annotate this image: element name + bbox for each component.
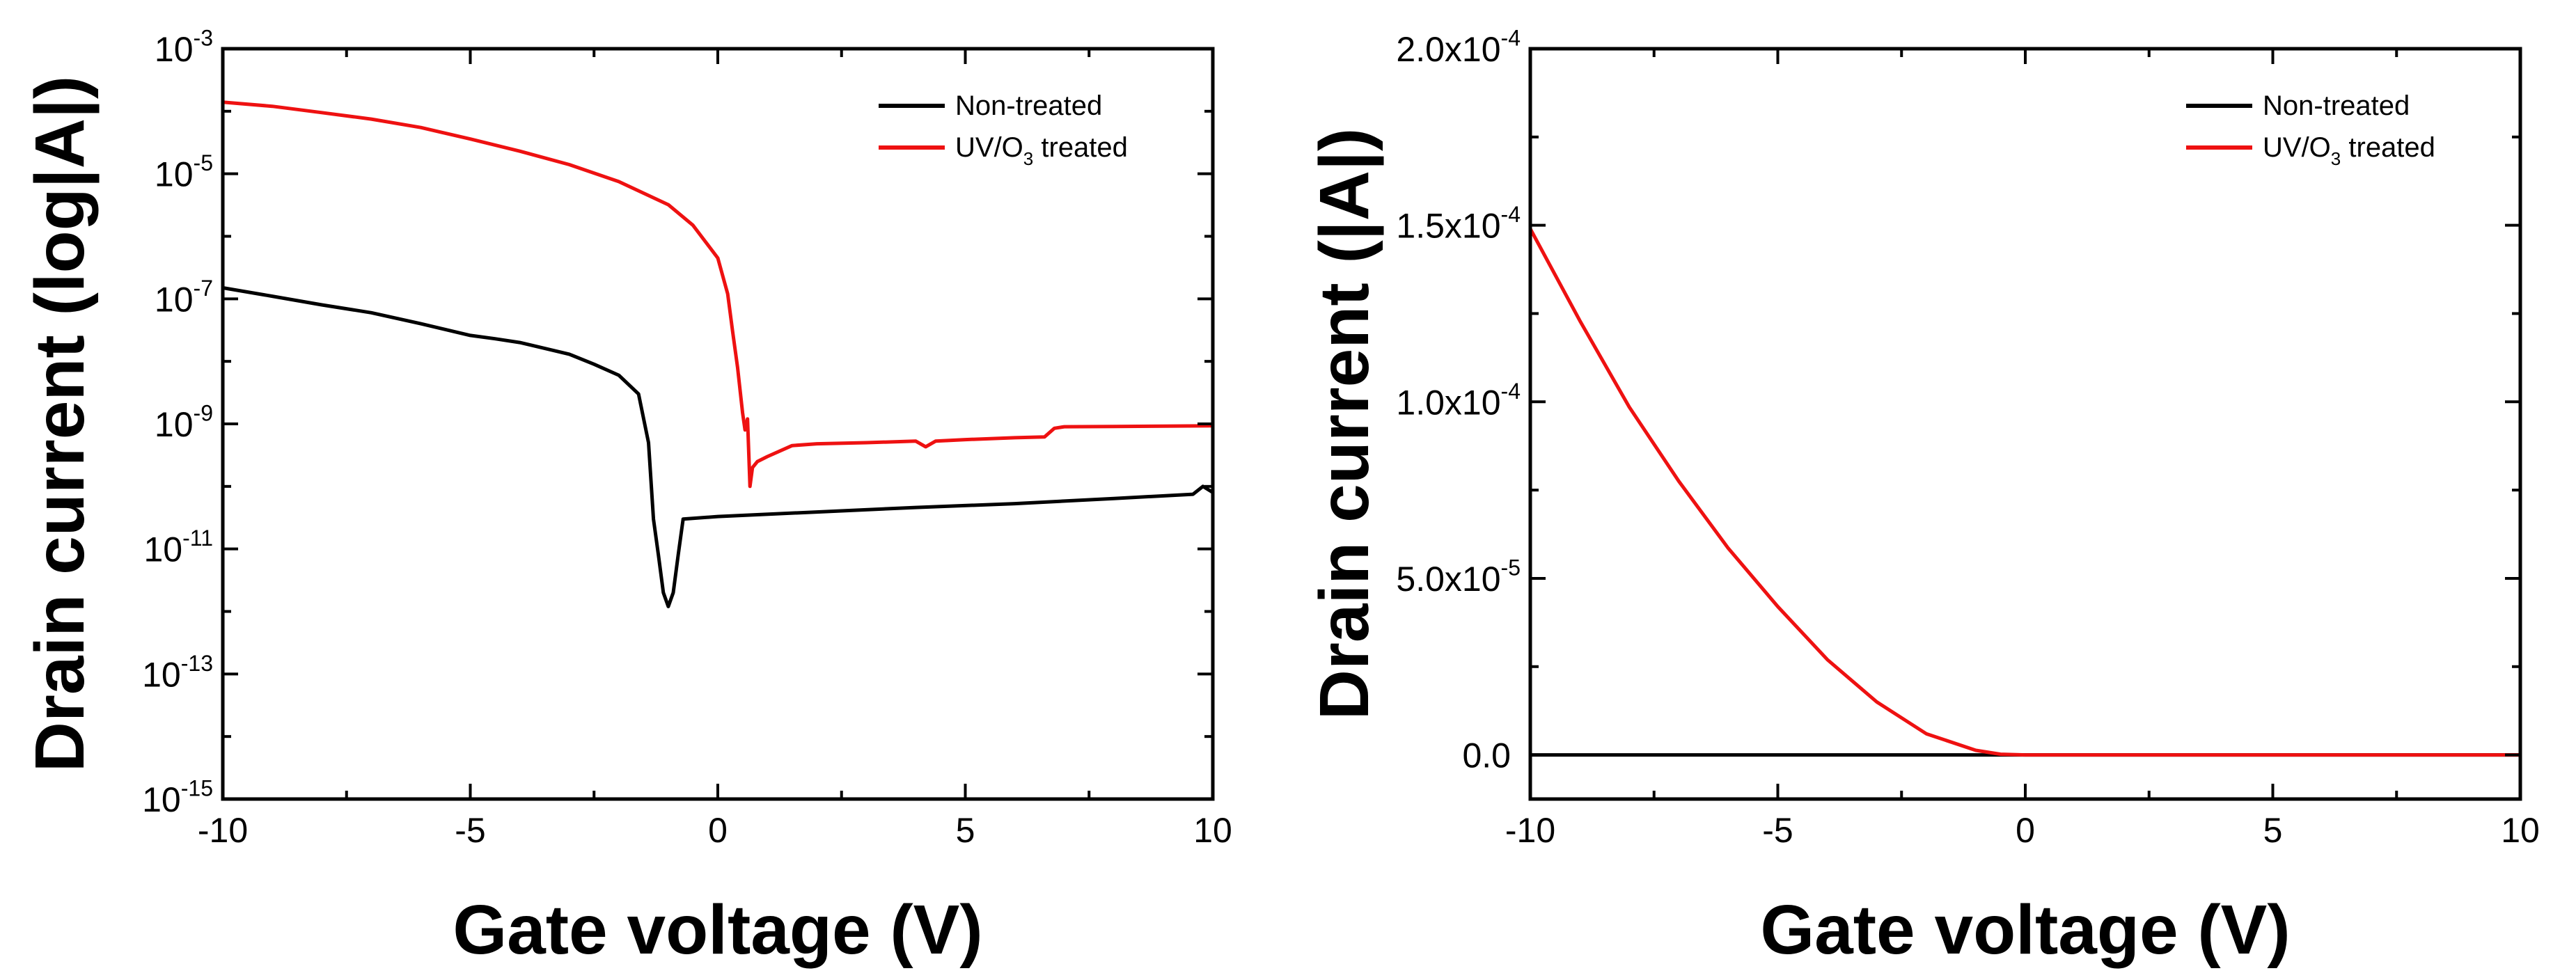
y-tick-label-mantissa: 10	[142, 780, 181, 819]
legend-label-main: UV/O	[2263, 132, 2331, 163]
x-tick-label: -5	[1762, 811, 1793, 850]
y-tick-label: 5.0x10-5	[1396, 555, 1521, 599]
y-tick-label-exponent: -3	[194, 26, 213, 51]
legend-label-tail: treated	[2341, 132, 2435, 163]
y-tick-label-exponent: -5	[1501, 555, 1521, 580]
x-tick-label: 5	[2263, 811, 2283, 850]
y-tick-label: 2.0x10-4	[1396, 26, 1521, 70]
y-tick-label: 10-13	[142, 651, 213, 695]
legend-label: UV/O3 treated	[2263, 132, 2435, 169]
y-tick-label: 10-11	[144, 525, 214, 569]
y-tick-label-mantissa: 5.0x10	[1396, 560, 1500, 599]
x-tick-label: -10	[1505, 811, 1555, 850]
x-tick-label: 10	[2501, 811, 2540, 850]
y-tick-label: 10-7	[155, 276, 213, 319]
y-tick-label: 10-9	[155, 401, 213, 445]
y-axis-title: Drain current (log|A|)	[21, 76, 100, 772]
chart-log-scale: -10 -5 0 5 1010-310-510-710-910-1110-1310-15…	[21, 26, 1232, 970]
legend-label-subscript: 3	[1023, 148, 1033, 169]
y-tick-label-mantissa: 1.0x10	[1396, 383, 1500, 422]
y-tick-label-mantissa: 1.5x10	[1396, 207, 1500, 246]
x-tick-label: 0	[708, 811, 728, 850]
series-line-non-treated	[222, 286, 1214, 608]
y-tick-label-exponent: -4	[1501, 379, 1521, 404]
x-axis-title: Gate voltage (V)	[1760, 891, 2290, 969]
y-tick-label: 1.5x10-4	[1396, 202, 1521, 246]
y-tick-label-exponent: -13	[181, 651, 213, 676]
y-tick-label-exponent: -4	[1501, 26, 1521, 51]
y-tick-label-mantissa: 10	[144, 530, 183, 569]
legend-label: UV/O3 treated	[955, 132, 1128, 169]
legend-label: Non-treated	[2263, 90, 2410, 121]
x-tick-label: 10	[1193, 811, 1232, 850]
y-tick-label-exponent: -5	[194, 150, 213, 175]
chart-linear-scale: -10 -5 0 5 100.05.0x10-51.0x10-41.5x10-42.0x…	[1305, 26, 2540, 970]
y-tick-label-mantissa: 10	[142, 655, 181, 694]
legend-label-main: UV/O	[955, 132, 1023, 163]
y-tick-label-mantissa: 10	[155, 155, 194, 194]
y-tick-label-mantissa: 10	[155, 30, 194, 69]
x-tick-label: 5	[956, 811, 975, 850]
y-tick-label-exponent: -9	[194, 401, 213, 426]
y-tick-label-exponent: -7	[194, 276, 213, 301]
x-axis-title: Gate voltage (V)	[453, 891, 982, 969]
y-tick-label-exponent: -4	[1501, 202, 1521, 227]
x-tick-label: 0	[2016, 811, 2035, 850]
y-tick-label: 1.0x10-4	[1396, 379, 1521, 422]
y-tick-label-mantissa: 10	[155, 280, 194, 319]
legend-label: Non-treated	[955, 90, 1102, 121]
series-line-uv-treated	[1528, 228, 2520, 757]
y-tick-label-mantissa: 2.0x10	[1396, 30, 1500, 69]
y-tick-label-exponent: -15	[181, 776, 213, 801]
y-tick-label-exponent: -11	[182, 525, 213, 551]
series-line-uv-treated	[222, 100, 1214, 489]
y-tick-label-mantissa: 10	[155, 405, 194, 444]
y-tick-label: 10-15	[142, 776, 213, 820]
y-axis-title: Drain current (|A|)	[1305, 128, 1384, 720]
legend-label-tail: treated	[1033, 132, 1128, 163]
legend-label-subscript: 3	[2331, 148, 2341, 169]
y-tick-label: 10-5	[155, 150, 213, 194]
y-tick-label: 0.0	[1462, 736, 1511, 775]
x-tick-label: -10	[198, 811, 248, 850]
y-tick-label: 10-3	[155, 26, 213, 70]
x-tick-label: -5	[455, 811, 485, 850]
